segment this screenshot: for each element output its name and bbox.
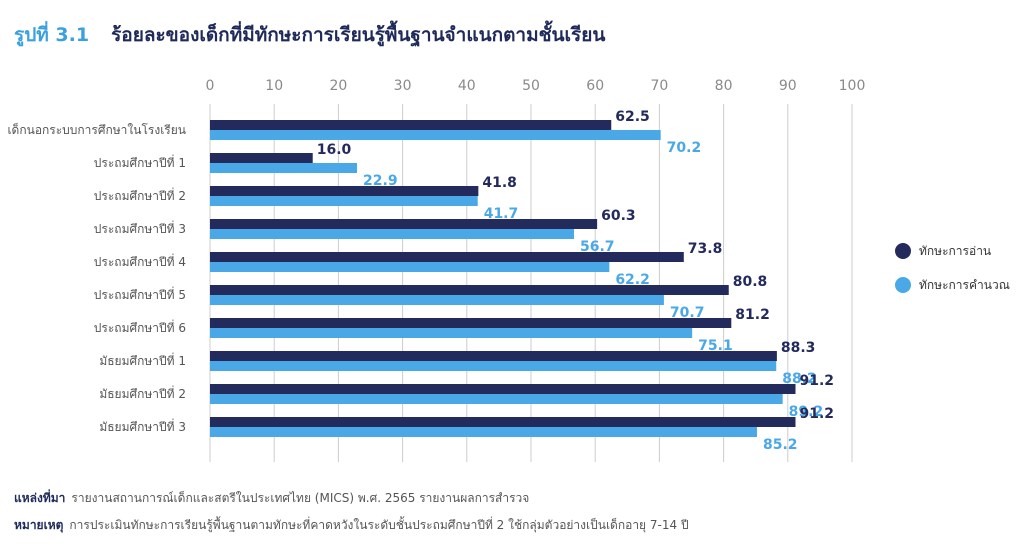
data-label-math: 75.1 — [698, 338, 733, 354]
bar-reading — [210, 120, 612, 130]
bar-reading — [210, 351, 777, 361]
x-tick-label: 30 — [394, 78, 412, 94]
data-label-math: 85.2 — [763, 437, 798, 453]
note-text: การประเมินทักษะการเรียนรู้พื้นฐานตามทักษ… — [69, 518, 689, 532]
bar-reading — [210, 219, 598, 229]
legend-item-reading: ทักษะการอ่าน — [895, 240, 1010, 262]
chart-legend: ทักษะการอ่าน ทักษะการคำนวณ — [895, 240, 1010, 308]
data-label-reading: 88.3 — [781, 340, 816, 356]
data-label-reading: 41.8 — [482, 175, 517, 191]
figure-title-text: ร้อยละของเด็กที่มีทักษะการเรียนรู้พื้นฐา… — [111, 24, 606, 46]
bar-math — [210, 361, 777, 371]
note-label: หมายเหตุ — [14, 518, 64, 532]
data-label-reading: 91.2 — [800, 373, 835, 389]
x-tick-label: 40 — [458, 78, 476, 94]
figure-number: รูปที่ 3.1 — [14, 24, 90, 46]
bar-math — [210, 196, 478, 206]
data-label-math: 70.7 — [670, 305, 705, 321]
bar-reading — [210, 384, 796, 394]
source-text: รายงานสถานการณ์เด็กและสตรีในประเทศไทย (M… — [71, 491, 530, 505]
category-label: มัธยมศึกษาปีที่ 1 — [99, 352, 186, 368]
data-label-reading: 91.2 — [800, 406, 835, 422]
x-tick-label: 80 — [715, 78, 733, 94]
data-label-reading: 73.8 — [688, 241, 723, 257]
x-tick-label: 60 — [586, 78, 604, 94]
bar-math — [210, 427, 757, 437]
bar-math — [210, 163, 358, 173]
data-label-reading: 62.5 — [615, 109, 650, 125]
category-label: ประถมศึกษาปีที่ 4 — [94, 253, 186, 269]
source-label: แหล่งที่มา — [14, 491, 66, 505]
legend-label-reading: ทักษะการอ่าน — [919, 243, 992, 258]
remark-note: หมายเหตุ การประเมินทักษะการเรียนรู้พื้นฐา… — [14, 516, 689, 535]
bar-reading — [210, 318, 732, 328]
category-label: ประถมศึกษาปีที่ 2 — [94, 187, 186, 203]
data-label-reading: 60.3 — [601, 208, 636, 224]
category-label: ประถมศึกษาปีที่ 6 — [94, 319, 186, 335]
bar-reading — [210, 417, 796, 427]
data-label-math: 56.7 — [580, 239, 615, 255]
x-tick-label: 90 — [779, 78, 797, 94]
data-label-math: 70.2 — [667, 140, 702, 156]
category-label: มัธยมศึกษาปีที่ 2 — [99, 385, 186, 401]
legend-swatch-math — [895, 277, 911, 293]
x-tick-label: 100 — [839, 78, 866, 94]
bar-math — [210, 295, 664, 305]
bar-math — [210, 394, 783, 404]
legend-item-math: ทักษะการคำนวณ — [895, 274, 1010, 296]
x-tick-label: 20 — [329, 78, 347, 94]
bar-math — [210, 130, 661, 140]
legend-label-math: ทักษะการคำนวณ — [919, 277, 1010, 292]
x-tick-label: 50 — [522, 78, 540, 94]
data-label-math: 88.2 — [782, 371, 817, 387]
bar-math — [210, 262, 610, 272]
category-label: เด็กนอกระบบการศึกษาในโรงเรียน — [7, 122, 186, 137]
x-tick-label: 10 — [265, 78, 283, 94]
category-label: ประถมศึกษาปีที่ 3 — [94, 220, 186, 236]
data-label-reading: 80.8 — [733, 274, 768, 290]
data-label-math: 41.7 — [484, 206, 519, 222]
source-note: แหล่งที่มา รายงานสถานการณ์เด็กและสตรีในปร… — [14, 489, 529, 508]
bar-reading — [210, 252, 684, 262]
bar-reading — [210, 153, 313, 163]
data-label-math: 22.9 — [363, 173, 398, 189]
category-label: ประถมศึกษาปีที่ 5 — [94, 286, 186, 302]
category-label: มัธยมศึกษาปีที่ 3 — [99, 418, 186, 434]
data-label-math: 89.2 — [789, 404, 824, 420]
category-label: ประถมศึกษาปีที่ 1 — [94, 154, 186, 170]
legend-swatch-reading — [895, 243, 911, 259]
data-label-reading: 81.2 — [735, 307, 770, 323]
bar-math — [210, 328, 693, 338]
x-tick-label: 70 — [650, 78, 668, 94]
bar-math — [210, 229, 575, 239]
data-label-math: 62.2 — [615, 272, 650, 288]
x-tick-label: 0 — [206, 78, 215, 94]
bar-reading — [210, 186, 479, 196]
bar-reading — [210, 285, 729, 295]
data-label-reading: 16.0 — [317, 142, 352, 158]
figure-title: รูปที่ 3.1 ร้อยละของเด็กที่มีทักษะการเรีย… — [14, 20, 605, 50]
